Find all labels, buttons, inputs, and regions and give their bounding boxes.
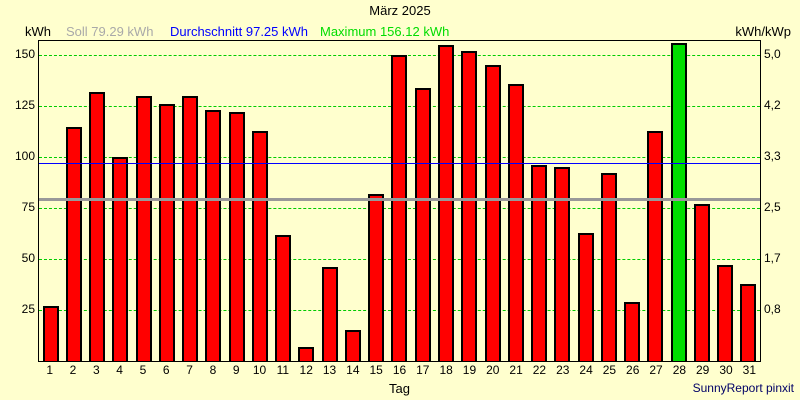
bar-day-19 xyxy=(461,51,478,361)
bar-day-5 xyxy=(135,96,152,361)
bar-day-25 xyxy=(600,173,617,361)
x-tick-day-15: 15 xyxy=(369,363,383,377)
bar-day-15 xyxy=(368,194,385,361)
x-tick-day-12: 12 xyxy=(299,363,313,377)
bar-day-16 xyxy=(391,55,408,361)
bar-day-1 xyxy=(42,306,59,361)
x-tick-day-26: 26 xyxy=(626,363,640,377)
x-tick-day-25: 25 xyxy=(602,363,617,377)
bar-day-22 xyxy=(531,165,548,361)
x-tick-day-3: 3 xyxy=(92,363,100,377)
bar-day-2 xyxy=(65,127,82,361)
y-tick-left-125: 125 xyxy=(14,98,35,112)
bar-day-21 xyxy=(507,84,524,361)
bar-day-6 xyxy=(158,104,175,361)
x-tick-day-2: 2 xyxy=(69,363,77,377)
y-tick-left-150: 150 xyxy=(14,47,35,61)
bar-day-31 xyxy=(740,284,757,361)
left-axis-unit-label: kWh xyxy=(25,24,51,39)
x-tick-day-18: 18 xyxy=(439,363,453,377)
bar-day-9 xyxy=(228,112,245,361)
y-tick-right-0,8: 0,8 xyxy=(764,302,781,316)
legend-soll: Soll 79.29 kWh xyxy=(66,24,154,39)
x-tick-day-27: 27 xyxy=(649,363,663,377)
x-tick-day-30: 30 xyxy=(719,363,733,377)
x-tick-day-8: 8 xyxy=(209,363,217,377)
x-tick-day-19: 19 xyxy=(462,363,477,377)
x-tick-day-21: 21 xyxy=(509,363,523,377)
x-tick-day-7: 7 xyxy=(186,363,193,377)
x-tick-day-20: 20 xyxy=(486,363,500,377)
x-axis-title: Tag xyxy=(389,381,410,396)
x-tick-day-4: 4 xyxy=(116,363,123,377)
x-tick-day-22: 22 xyxy=(532,363,547,377)
bar-day-12 xyxy=(298,347,315,361)
bar-day-7 xyxy=(182,96,199,361)
bar-day-20 xyxy=(484,65,501,361)
bar-day-11 xyxy=(275,235,292,361)
y-tick-left-25: 25 xyxy=(21,302,35,316)
x-tick-day-6: 6 xyxy=(162,363,170,377)
y-tick-right-2,5: 2,5 xyxy=(764,200,781,214)
x-tick-day-28: 28 xyxy=(672,363,687,377)
x-tick-day-31: 31 xyxy=(742,363,756,377)
y-tick-right-1,7: 1,7 xyxy=(764,251,781,265)
legend-maximum: Maximum 156.12 kWh xyxy=(320,24,450,39)
bars-container xyxy=(39,41,760,361)
bar-day-17 xyxy=(414,88,431,361)
bar-day-30 xyxy=(717,265,734,361)
chart-title: März 2025 xyxy=(369,3,431,18)
bar-day-27 xyxy=(647,131,664,361)
brand-text: SunnyReport pinxit xyxy=(692,381,794,395)
x-tick-day-13: 13 xyxy=(322,363,337,377)
y-tick-right-5,0: 5,0 xyxy=(764,47,781,61)
durchschnitt-reference-line xyxy=(39,163,760,164)
x-axis-day-labels: 1 2 3 4 5 6 7 8 9 10 11 12 13 14 15 16 17 18 19 20 21 22 23 24 2… xyxy=(38,363,761,377)
right-axis-unit-label: kWh/kWp xyxy=(735,24,791,39)
y-tick-right-4,2: 4,2 xyxy=(764,98,781,112)
bar-day-23 xyxy=(554,167,571,361)
y-tick-left-75: 75 xyxy=(21,200,35,214)
x-tick-day-23: 23 xyxy=(556,363,570,377)
y-tick-left-50: 50 xyxy=(21,251,35,265)
bar-day-13 xyxy=(321,267,338,361)
x-tick-day-29: 29 xyxy=(696,363,710,377)
x-tick-day-17: 17 xyxy=(416,363,430,377)
bar-day-4 xyxy=(112,157,129,361)
x-tick-day-9: 9 xyxy=(232,363,240,377)
bar-day-29 xyxy=(693,204,710,361)
soll-reference-line xyxy=(39,198,760,201)
x-tick-day-10: 10 xyxy=(252,363,267,377)
bar-day-3 xyxy=(89,92,106,361)
bar-day-24 xyxy=(577,233,594,361)
bar-day-10 xyxy=(251,131,268,361)
legend-durchschnitt: Durchschnitt 97.25 kWh xyxy=(170,24,309,39)
x-tick-day-5: 5 xyxy=(139,363,147,377)
bar-day-26 xyxy=(624,302,641,361)
x-tick-day-16: 16 xyxy=(392,363,407,377)
y-tick-right-3,3: 3,3 xyxy=(764,149,781,163)
bar-day-14 xyxy=(344,330,361,361)
x-tick-day-11: 11 xyxy=(276,363,290,377)
plot-area xyxy=(38,40,761,362)
bar-day-18 xyxy=(438,45,454,361)
bar-day-28 xyxy=(670,43,687,361)
y-tick-left-100: 100 xyxy=(14,149,35,163)
bar-day-8 xyxy=(205,110,222,361)
x-tick-day-14: 14 xyxy=(346,363,360,377)
x-tick-day-24: 24 xyxy=(579,363,593,377)
x-tick-day-1: 1 xyxy=(46,363,53,377)
